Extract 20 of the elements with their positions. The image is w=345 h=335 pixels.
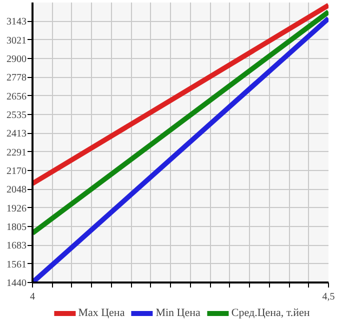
x-tick-label: 4,5 [322, 292, 335, 302]
y-tick-label: 1926 [6, 203, 26, 214]
legend-label: Сред.Цена, т.йен [231, 307, 310, 319]
y-tick-label: 1683 [6, 240, 26, 252]
y-tick-label: 2291 [6, 147, 26, 158]
y-tick-label: 2170 [6, 166, 26, 177]
y-tick-label: 3021 [6, 35, 26, 46]
y-tick-label: 2535 [6, 110, 26, 121]
legend-label: Max Цена [78, 307, 125, 319]
y-tick-label: 1561 [6, 259, 26, 270]
legend-label: Min Цена [156, 307, 200, 319]
y-tick-label: 2048 [6, 184, 26, 196]
x-tick-label: 4 [30, 292, 35, 302]
y-tick-label: 2778 [6, 72, 26, 84]
y-tick-label: 1440 [6, 278, 26, 289]
y-tick-label: 2656 [6, 91, 26, 102]
y-tick-label: 1805 [6, 222, 26, 233]
y-tick-label: 2900 [6, 54, 26, 65]
y-tick-label: 3143 [6, 16, 26, 28]
y-tick-label: 2413 [6, 128, 26, 140]
